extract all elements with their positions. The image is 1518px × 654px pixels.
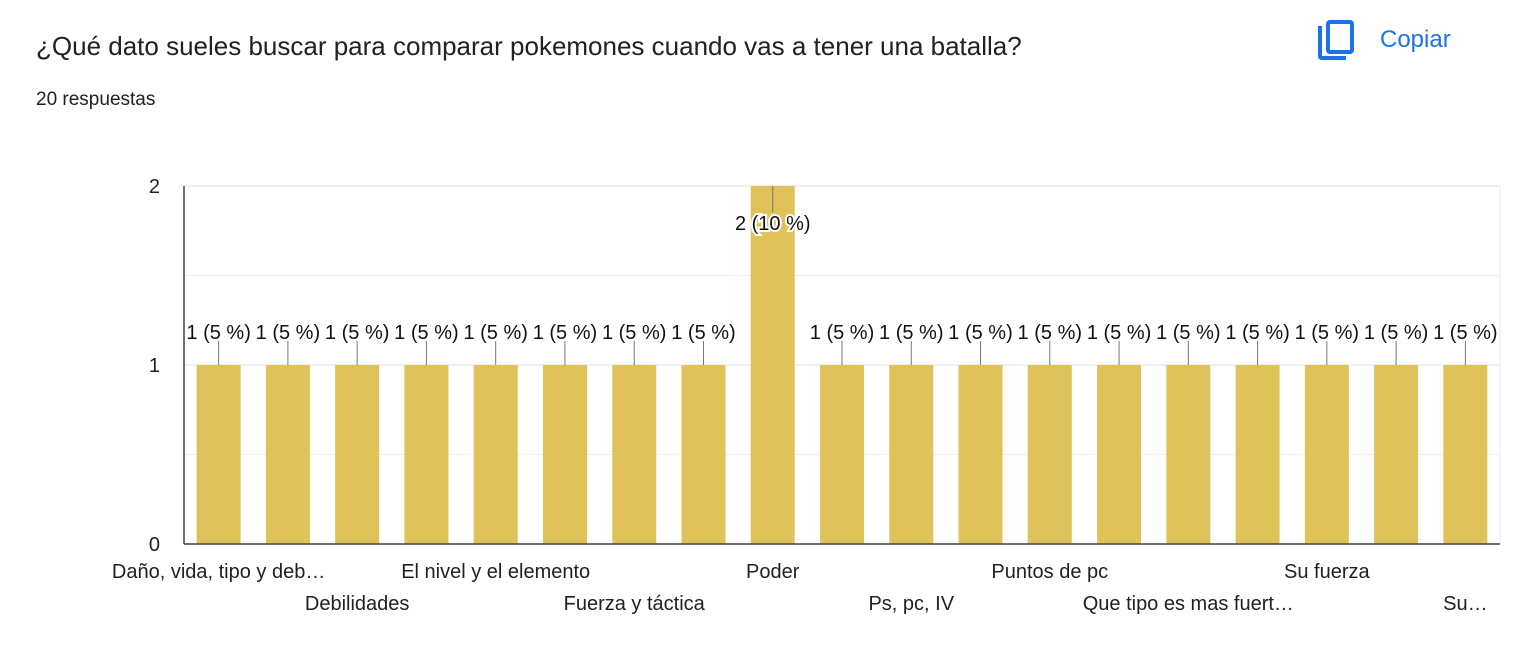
data-label: 1 (5 %) <box>394 322 458 344</box>
bar <box>1443 365 1488 544</box>
bar <box>196 365 241 544</box>
data-label: 1 (5 %) <box>1087 322 1151 344</box>
data-label: 1 (5 %) <box>463 322 527 344</box>
data-label: 1 (5 %) <box>1018 322 1082 344</box>
bar <box>473 365 518 544</box>
data-label: 1 (5 %) <box>256 322 320 344</box>
data-label: 1 (5 %) <box>810 322 874 344</box>
data-label: 1 (5 %) <box>1156 322 1220 344</box>
data-label: 1 (5 %) <box>1433 322 1497 344</box>
data-label: 1 (5 %) <box>671 322 735 344</box>
data-label: 1 (5 %) <box>1364 322 1428 344</box>
question-title: ¿Qué dato sueles buscar para comparar po… <box>36 31 1022 61</box>
x-tick-label: Poder <box>746 561 800 583</box>
data-label: 1 (5 %) <box>1295 322 1359 344</box>
bar <box>335 365 380 544</box>
bar <box>404 365 449 544</box>
copy-icon <box>1314 18 1358 62</box>
x-tick-label: Puntos de pc <box>991 561 1108 583</box>
data-label: 1 (5 %) <box>186 322 250 344</box>
bar <box>1027 365 1072 544</box>
bar <box>750 186 795 544</box>
bar <box>820 365 864 544</box>
bar <box>612 365 657 544</box>
bar <box>681 365 726 544</box>
x-tick-label: Fuerza y táctica <box>564 593 706 615</box>
x-tick-label: Daño, vida, tipo y deb… <box>112 561 325 583</box>
bar <box>542 365 587 544</box>
copy-label: Copiar <box>1380 26 1451 53</box>
response-count: 20 respuestas <box>36 89 156 110</box>
data-label: 1 (5 %) <box>325 322 389 344</box>
x-tick-label: Su fuerza <box>1284 561 1370 583</box>
bar <box>1166 365 1211 544</box>
bar <box>1235 365 1280 544</box>
data-label: 1 (5 %) <box>879 322 943 344</box>
x-tick-label: El nivel y el elemento <box>401 561 590 583</box>
bar <box>889 365 934 544</box>
bar <box>958 365 1003 544</box>
data-label: 2 (10 %) <box>735 213 811 235</box>
data-label: 1 (5 %) <box>948 322 1012 344</box>
y-tick-label: 1 <box>149 355 160 377</box>
x-tick-label: Que tipo es mas fuert… <box>1083 593 1294 615</box>
bar <box>1097 365 1142 544</box>
x-tick-label: Ps, pc, IV <box>868 593 954 615</box>
bar <box>1304 365 1349 544</box>
copy-button[interactable]: Copiar <box>1310 14 1486 66</box>
y-tick-label: 2 <box>149 176 160 198</box>
data-label: 1 (5 %) <box>1225 322 1289 344</box>
x-tick-label: Su… <box>1443 593 1487 615</box>
y-tick-label: 0 <box>149 534 160 556</box>
bar <box>1374 365 1419 544</box>
bar <box>265 365 310 544</box>
data-label: 1 (5 %) <box>602 322 666 344</box>
data-label: 1 (5 %) <box>533 322 597 344</box>
x-tick-label: Debilidades <box>305 593 410 615</box>
